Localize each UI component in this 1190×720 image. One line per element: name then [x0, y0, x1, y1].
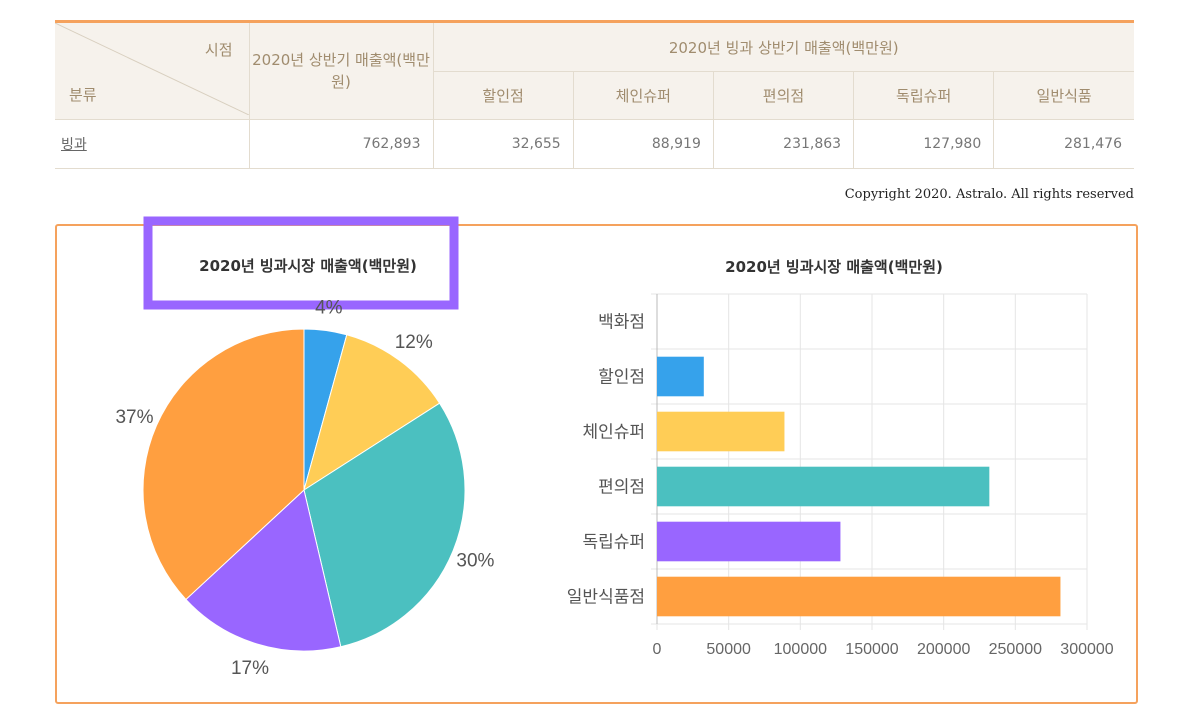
bar-chart-title: 2020년 빙과시장 매출액(백만원)	[725, 258, 943, 276]
table-row: 빙과 762,893 32,655 88,919 231,863 127,980…	[55, 119, 1134, 169]
row-category-link[interactable]: 빙과	[55, 119, 249, 169]
bar	[657, 466, 990, 507]
pie-chart-title: 2020년 빙과시장 매출액(백만원)	[199, 257, 417, 275]
y-category-label: 독립슈퍼	[582, 533, 645, 553]
table-cell: 88,919	[572, 119, 714, 169]
y-category-label: 백화점	[598, 313, 645, 333]
x-tick-label: 250000	[989, 641, 1042, 658]
table-cell: 32,655	[432, 119, 574, 169]
table-cell: 762,893	[248, 119, 433, 169]
x-tick-label: 100000	[774, 641, 827, 658]
bar	[657, 576, 1061, 617]
col-header: 편의점	[712, 71, 854, 120]
col-header: 일반식품	[993, 71, 1134, 120]
corner-label-category: 분류	[69, 86, 97, 104]
col-header: 할인점	[433, 71, 574, 120]
x-tick-label: 150000	[845, 641, 898, 658]
bar	[657, 411, 785, 452]
bar	[657, 356, 704, 397]
y-category-label: 할인점	[598, 368, 645, 388]
corner-diagonal-line	[55, 23, 249, 115]
bar-chart: 0 50000 100000 150000 200000 250000 300000 백화점할…	[567, 293, 1114, 658]
y-category-label: 일반식품점	[567, 588, 645, 608]
x-tick-label: 0	[653, 641, 662, 658]
col-header: 체인슈퍼	[572, 71, 714, 120]
x-tick-label: 200000	[917, 641, 970, 658]
pie-slice-label: 30%	[456, 551, 494, 572]
table-cell: 231,863	[712, 119, 854, 169]
group-header: 2020년 빙과 상반기 매출액(백만원)	[433, 23, 1134, 72]
pie-slice	[303, 334, 441, 492]
pie-slice-label: 17%	[231, 658, 269, 679]
corner-label-time: 시점	[204, 41, 233, 59]
pie-slice-label: 37%	[115, 407, 153, 428]
col-header: 독립슈퍼	[853, 71, 994, 120]
pie-slice	[185, 489, 342, 652]
title-highlight-box	[143, 216, 459, 310]
pie-slice	[303, 402, 466, 648]
x-tick-label: 300000	[1060, 641, 1113, 658]
bar	[657, 521, 841, 562]
x-tick-label: 50000	[706, 641, 751, 658]
pie-chart: 4% 12% 30% 17% 37%	[115, 298, 494, 679]
first-col-header: 2020년 상반기 매출액(백만원)	[249, 23, 434, 120]
pie-slice-label: 4%	[315, 298, 343, 319]
table-corner-header: 시점 분류	[55, 23, 250, 120]
chart-panel	[55, 224, 1138, 704]
pie-slice-label: 12%	[395, 332, 433, 353]
y-category-label: 편의점	[598, 478, 645, 498]
pie-slice	[142, 328, 305, 601]
y-category-label: 체인슈퍼	[582, 423, 645, 443]
table-cell: 281,476	[993, 119, 1134, 169]
table-cell: 127,980	[853, 119, 994, 169]
copyright-text: Copyright 2020. Astralo. All rights rese…	[844, 187, 1134, 202]
sales-table: 시점 분류 2020년 상반기 매출액(백만원) 2020년 빙과 상반기 매출…	[55, 20, 1134, 169]
